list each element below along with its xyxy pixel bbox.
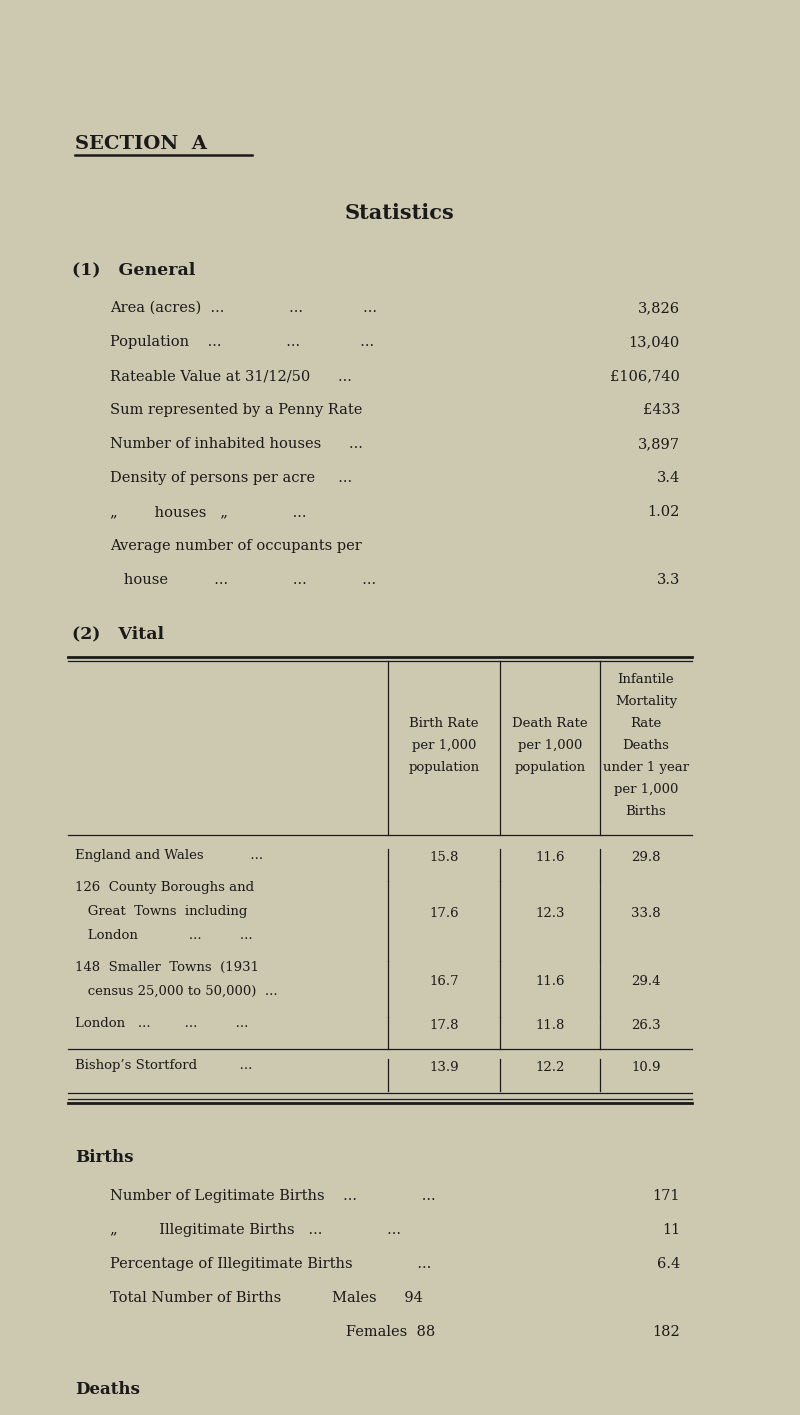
Text: 15.8: 15.8 xyxy=(430,850,458,865)
Text: 26.3: 26.3 xyxy=(631,1019,661,1032)
Text: per 1,000: per 1,000 xyxy=(412,739,476,751)
Text: Bishop’s Stortford          ...: Bishop’s Stortford ... xyxy=(75,1058,252,1073)
Text: 17.8: 17.8 xyxy=(430,1019,458,1032)
Text: Death Rate: Death Rate xyxy=(512,717,588,730)
Text: Mortality: Mortality xyxy=(615,695,677,708)
Text: population: population xyxy=(514,761,586,774)
Text: Births: Births xyxy=(75,1149,134,1166)
Text: (2)   Vital: (2) Vital xyxy=(72,625,164,642)
Text: Area (acres)  ...              ...             ...: Area (acres) ... ... ... xyxy=(110,301,377,316)
Text: 29.8: 29.8 xyxy=(631,850,661,865)
Text: 13.9: 13.9 xyxy=(429,1061,459,1074)
Text: Total Number of Births           Males      94: Total Number of Births Males 94 xyxy=(110,1290,423,1305)
Text: per 1,000: per 1,000 xyxy=(518,739,582,751)
Text: Great  Towns  including: Great Towns including xyxy=(75,906,247,918)
Text: „         Illegitimate Births   ...              ...: „ Illegitimate Births ... ... xyxy=(110,1223,401,1237)
Text: Rateable Value at 31/12/50      ...: Rateable Value at 31/12/50 ... xyxy=(110,369,352,383)
Text: 3.4: 3.4 xyxy=(657,471,680,485)
Text: Population    ...              ...             ...: Population ... ... ... xyxy=(110,335,374,350)
Text: Density of persons per acre     ...: Density of persons per acre ... xyxy=(110,471,352,485)
Text: under 1 year: under 1 year xyxy=(603,761,689,774)
Text: £106,740: £106,740 xyxy=(610,369,680,383)
Text: 11.6: 11.6 xyxy=(535,975,565,988)
Text: 182: 182 xyxy=(652,1324,680,1339)
Text: Statistics: Statistics xyxy=(345,202,455,224)
Text: London   ...        ...         ...: London ... ... ... xyxy=(75,1017,248,1030)
Text: 6.4: 6.4 xyxy=(657,1257,680,1271)
Text: 11.6: 11.6 xyxy=(535,850,565,865)
Text: 11: 11 xyxy=(662,1223,680,1237)
Text: 3,897: 3,897 xyxy=(638,437,680,451)
Text: 17.6: 17.6 xyxy=(429,907,459,920)
Text: 126  County Boroughs and: 126 County Boroughs and xyxy=(75,882,254,894)
Text: Deaths: Deaths xyxy=(75,1381,140,1398)
Text: England and Wales           ...: England and Wales ... xyxy=(75,849,263,862)
Text: 29.4: 29.4 xyxy=(631,975,661,988)
Text: Number of inhabited houses      ...: Number of inhabited houses ... xyxy=(110,437,363,451)
Text: 148  Smaller  Towns  (1931: 148 Smaller Towns (1931 xyxy=(75,961,259,974)
Text: London            ...         ...: London ... ... xyxy=(75,930,253,942)
Text: Sum represented by a Penny Rate: Sum represented by a Penny Rate xyxy=(110,403,362,417)
Text: 33.8: 33.8 xyxy=(631,907,661,920)
Text: Birth Rate: Birth Rate xyxy=(410,717,478,730)
Text: £433: £433 xyxy=(642,403,680,417)
Text: 12.2: 12.2 xyxy=(535,1061,565,1074)
Text: Number of Legitimate Births    ...              ...: Number of Legitimate Births ... ... xyxy=(110,1189,436,1203)
Text: 10.9: 10.9 xyxy=(631,1061,661,1074)
Text: Deaths: Deaths xyxy=(622,739,670,751)
Text: Rate: Rate xyxy=(630,717,662,730)
Text: 3,826: 3,826 xyxy=(638,301,680,316)
Text: Average number of occupants per: Average number of occupants per xyxy=(110,539,362,553)
Text: 171: 171 xyxy=(653,1189,680,1203)
Text: 11.8: 11.8 xyxy=(535,1019,565,1032)
Text: „        houses   „              ...: „ houses „ ... xyxy=(110,505,306,519)
Text: 16.7: 16.7 xyxy=(429,975,459,988)
Text: Infantile: Infantile xyxy=(618,674,674,686)
Text: per 1,000: per 1,000 xyxy=(614,782,678,797)
Text: 12.3: 12.3 xyxy=(535,907,565,920)
Text: 1.02: 1.02 xyxy=(648,505,680,519)
Text: census 25,000 to 50,000)  ...: census 25,000 to 50,000) ... xyxy=(75,985,278,998)
Text: population: population xyxy=(409,761,479,774)
Text: Percentage of Illegitimate Births              ...: Percentage of Illegitimate Births ... xyxy=(110,1257,431,1271)
Text: SECTION  A: SECTION A xyxy=(75,134,207,153)
Text: house          ...              ...            ...: house ... ... ... xyxy=(110,573,376,587)
Text: (1)   General: (1) General xyxy=(72,260,195,277)
Text: Females  88: Females 88 xyxy=(110,1324,435,1339)
Text: 13,040: 13,040 xyxy=(629,335,680,350)
Text: 3.3: 3.3 xyxy=(657,573,680,587)
Text: Births: Births xyxy=(626,805,666,818)
